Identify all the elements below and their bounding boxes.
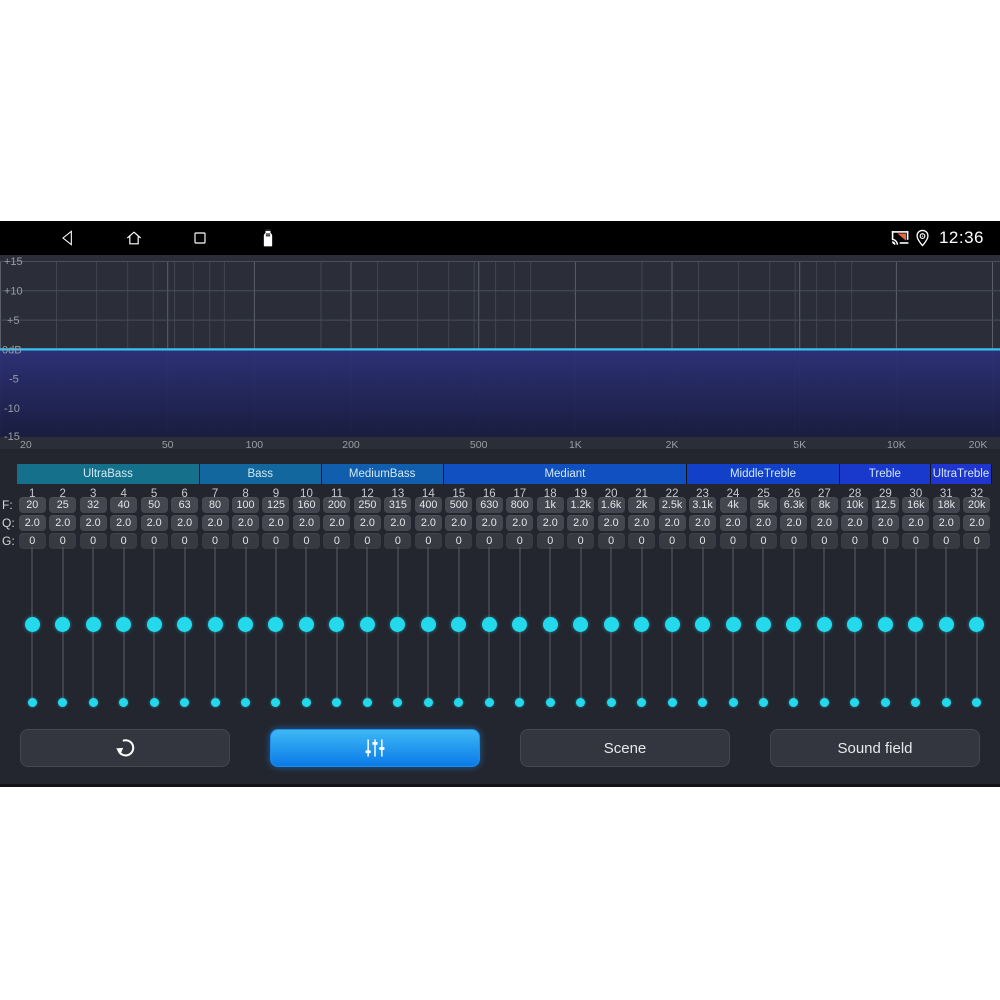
- svg-text:-15: -15: [4, 431, 20, 443]
- svg-text:5K: 5K: [793, 439, 806, 449]
- svg-text:10K: 10K: [887, 439, 906, 449]
- svg-text:-10: -10: [4, 403, 20, 415]
- svg-text:+10: +10: [4, 286, 23, 298]
- svg-text:+5: +5: [7, 315, 20, 327]
- svg-text:20K: 20K: [969, 439, 988, 449]
- svg-text:20: 20: [20, 439, 32, 449]
- svg-text:50: 50: [162, 439, 174, 449]
- svg-text:500: 500: [470, 439, 488, 449]
- svg-text:0dB: 0dB: [2, 345, 22, 357]
- svg-text:100: 100: [246, 439, 264, 449]
- svg-text:2K: 2K: [666, 439, 679, 449]
- svg-text:200: 200: [342, 439, 360, 449]
- svg-text:1K: 1K: [569, 439, 582, 449]
- svg-text:-5: -5: [9, 374, 19, 386]
- svg-text:+15: +15: [4, 256, 23, 268]
